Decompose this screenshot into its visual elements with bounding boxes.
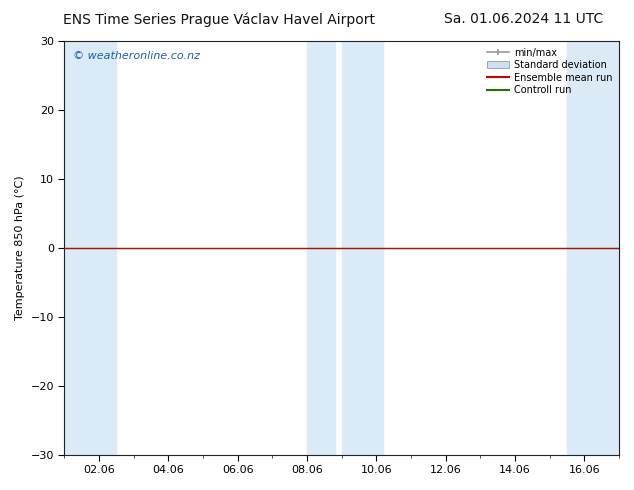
Bar — [65, 41, 117, 455]
Y-axis label: Temperature 850 hPa (°C): Temperature 850 hPa (°C) — [15, 175, 25, 320]
Legend: min/max, Standard deviation, Ensemble mean run, Controll run: min/max, Standard deviation, Ensemble me… — [486, 46, 614, 97]
Text: © weatheronline.co.nz: © weatheronline.co.nz — [73, 51, 200, 61]
Bar — [307, 41, 335, 455]
Text: ENS Time Series Prague Václav Havel Airport: ENS Time Series Prague Václav Havel Airp… — [63, 12, 375, 27]
Bar — [342, 41, 384, 455]
Text: Sa. 01.06.2024 11 UTC: Sa. 01.06.2024 11 UTC — [444, 12, 603, 26]
Bar — [567, 41, 619, 455]
